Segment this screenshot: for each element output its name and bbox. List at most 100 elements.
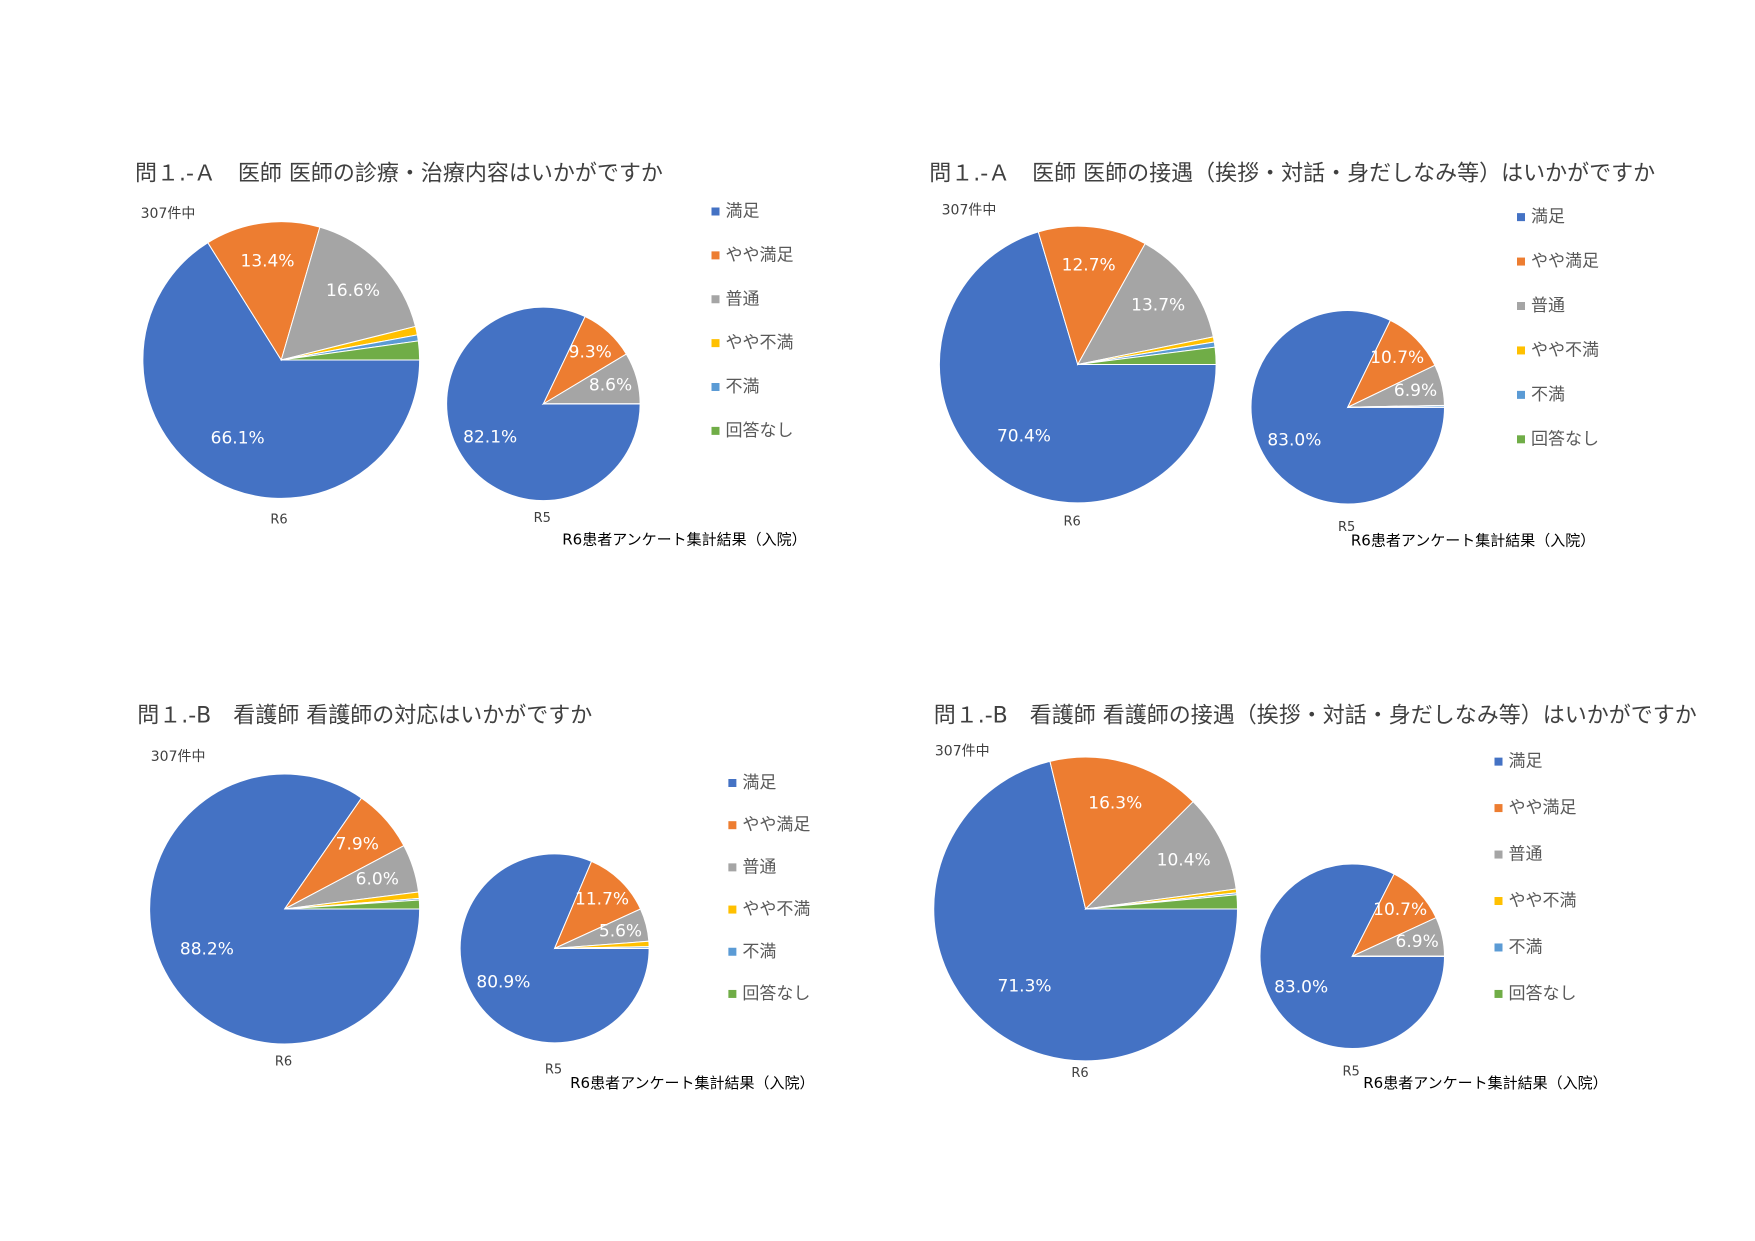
legend-swatch <box>1517 435 1525 444</box>
legend-swatch <box>1517 302 1525 310</box>
legend-swatch <box>711 207 720 216</box>
legend-label: 普通 <box>742 857 776 877</box>
legend-label: 満足 <box>1509 752 1543 772</box>
data-label: 11.7% <box>575 890 629 910</box>
data-label: 10.4% <box>1157 851 1211 871</box>
count-note: 307件中 <box>141 206 196 222</box>
data-label: 6.0% <box>356 870 399 890</box>
pie-name: R6 <box>270 512 287 527</box>
pie-slice <box>281 340 421 361</box>
data-label: 13.4% <box>241 251 295 271</box>
footnote: R6患者アンケート集計結果（入院） <box>1351 532 1595 550</box>
data-label: 10.7% <box>1373 900 1427 920</box>
data-label: 13.7% <box>1131 296 1185 316</box>
data-label: 9.3% <box>569 342 612 362</box>
pie-slice <box>1077 346 1217 365</box>
data-label: 66.1% <box>211 429 265 449</box>
legend-swatch <box>728 863 737 872</box>
pie-slice <box>1076 242 1214 366</box>
chart-title: 問１.-Ａ 医師 医師の診療・治療内容はいかがですか <box>135 161 663 186</box>
pie-name: R6 <box>275 1055 292 1070</box>
legend-label: 不満 <box>726 377 760 397</box>
legend-label: 普通 <box>726 289 760 309</box>
legend-label: やや満足 <box>1531 252 1599 272</box>
count-note: 307件中 <box>935 744 990 760</box>
legend-swatch <box>1494 757 1503 766</box>
data-label: 88.2% <box>180 940 234 960</box>
legend-label: やや不満 <box>742 900 810 920</box>
legend-label: やや満足 <box>726 245 794 265</box>
footnote: R6患者アンケート集計結果（入院） <box>1363 1074 1607 1092</box>
legend-swatch <box>1494 804 1503 813</box>
data-label: 8.6% <box>589 375 632 395</box>
legend-swatch <box>1494 989 1503 998</box>
legend-label: 不満 <box>1531 385 1565 405</box>
pie-name: R5 <box>1342 1065 1359 1080</box>
legend-swatch <box>1494 897 1503 906</box>
footnote: R6患者アンケート集計結果（入院） <box>562 531 806 549</box>
data-label: 70.4% <box>997 427 1051 447</box>
legend-label: やや満足 <box>742 815 810 835</box>
pie-name: R5 <box>1338 520 1355 535</box>
legend-label: 回答なし <box>742 984 810 1004</box>
footnote: R6患者アンケート集計結果（入院） <box>570 1074 814 1092</box>
legend-swatch <box>1494 850 1503 859</box>
legend-label: 不満 <box>1509 937 1543 957</box>
legend-swatch <box>711 426 720 435</box>
legend-label: 回答なし <box>1509 984 1577 1004</box>
legend-label: 回答なし <box>1531 429 1599 449</box>
legend-swatch <box>728 821 737 830</box>
legend-swatch <box>728 905 737 914</box>
legend-label: 不満 <box>742 942 776 962</box>
legend-swatch <box>711 295 720 304</box>
pie-slice <box>142 242 421 499</box>
pie-name: R5 <box>545 1062 562 1077</box>
legend-swatch <box>728 989 737 998</box>
legend-label: やや不満 <box>726 333 794 353</box>
data-label: 6.9% <box>1396 932 1439 952</box>
pie-slice <box>933 760 1239 1062</box>
legend-label: 普通 <box>1531 296 1565 316</box>
pie-slice <box>1049 756 1194 910</box>
data-label: 71.3% <box>998 977 1052 997</box>
data-label: 12.7% <box>1062 255 1116 275</box>
data-label: 16.3% <box>1088 794 1142 814</box>
data-label: 7.9% <box>336 834 379 854</box>
pie-slice <box>280 226 417 361</box>
pie-slice <box>553 860 642 950</box>
legend-swatch <box>1494 943 1503 952</box>
data-label: 16.6% <box>326 281 380 301</box>
data-label: 6.9% <box>1394 381 1437 401</box>
data-label: 80.9% <box>476 972 530 992</box>
pie-name: R5 <box>534 511 551 526</box>
count-note: 307件中 <box>151 749 206 765</box>
legend-swatch <box>1517 213 1525 222</box>
pie-slice <box>938 231 1217 504</box>
legend-label: やや不満 <box>1509 891 1577 911</box>
legend-label: やや満足 <box>1509 798 1577 818</box>
chart-title: 問１.-B 看護師 看護師の接遇（挨拶・対話・身だしなみ等）はいかがですか <box>934 704 1697 729</box>
legend-label: やや不満 <box>1531 340 1599 360</box>
legend-label: 満足 <box>726 202 760 222</box>
legend-swatch <box>1517 346 1525 355</box>
legend-swatch <box>711 383 720 391</box>
legend-swatch <box>711 339 720 348</box>
legend-label: 回答なし <box>726 421 794 441</box>
pie-slice <box>1085 894 1239 910</box>
pie-slice <box>284 899 421 910</box>
pie-slice <box>1084 800 1237 910</box>
legend-label: 満足 <box>742 773 776 793</box>
data-label: 5.6% <box>599 921 642 941</box>
pie-slice <box>207 221 321 362</box>
data-label: 83.0% <box>1274 978 1328 998</box>
legend-swatch <box>711 251 720 260</box>
chart-title: 問１.-Ａ 医師 医師の接遇（挨拶・対話・身だしなみ等）はいかがですか <box>929 161 1655 186</box>
data-label: 10.7% <box>1370 348 1424 368</box>
pie-name: R6 <box>1063 515 1080 530</box>
legend-swatch <box>1517 390 1525 399</box>
chart-title: 問１.-B 看護師 看護師の対応はいかがですか <box>137 704 592 729</box>
pie-slice <box>1037 225 1146 366</box>
legend-swatch <box>1517 257 1525 266</box>
legend-swatch <box>728 779 737 787</box>
